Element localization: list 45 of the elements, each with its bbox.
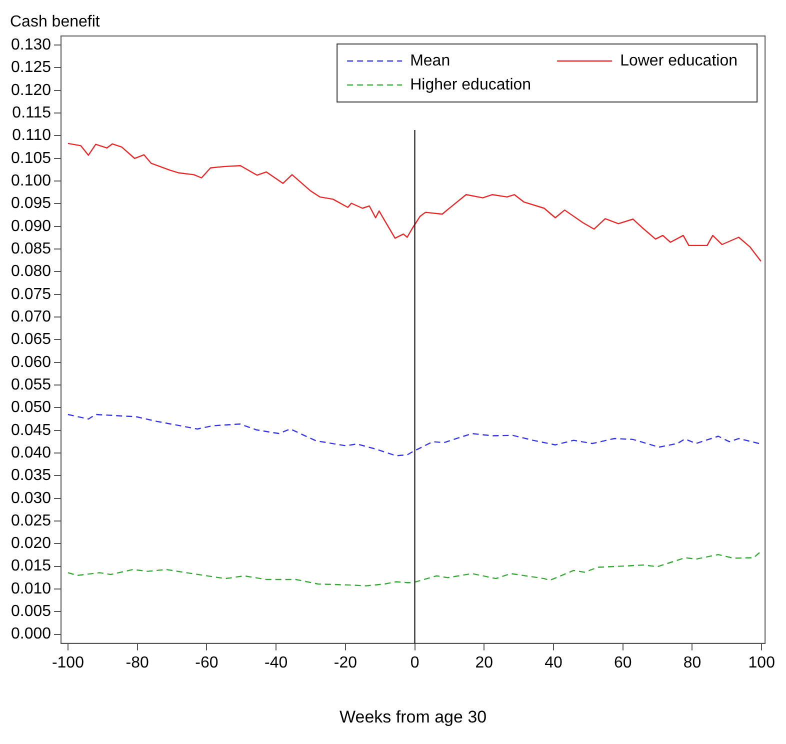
y-tick-label: 0.020 (10, 535, 52, 552)
line-series (67, 550, 762, 586)
x-tick-label: 0 (410, 654, 420, 672)
y-tick-label: 0.085 (10, 240, 52, 258)
x-axis-title: Weeks from age 30 (340, 707, 487, 726)
legend-label: Lower education (620, 52, 738, 70)
x-tick-label: 20 (475, 654, 494, 672)
y-tick-label: 0.005 (10, 603, 52, 620)
y-tick-label: 0.110 (12, 127, 52, 144)
y-tick-label: 0.060 (10, 354, 52, 371)
line-series (67, 414, 762, 456)
y-tick-label: 0.100 (10, 172, 52, 190)
y-tick-label: 0.010 (10, 580, 52, 598)
x-tick-label: 80 (683, 654, 702, 672)
y-tick-label: 0.125 (10, 59, 52, 76)
x-tick-label: -20 (334, 654, 358, 672)
y-tick-label: 0.090 (10, 218, 52, 235)
y-tick-label: 0.120 (10, 82, 52, 99)
y-tick-label: 0.070 (10, 308, 52, 326)
y-tick-label: 0.115 (12, 104, 52, 122)
y-tick-label: 0.130 (10, 36, 52, 54)
x-tick-label: -80 (126, 654, 150, 672)
y-tick-label: 0.040 (10, 444, 52, 462)
x-tick-label: 60 (614, 654, 632, 672)
y-tick-label: 0.045 (10, 422, 52, 439)
y-tick-label: 0.095 (10, 195, 52, 212)
y-tick-label: 0.015 (10, 558, 52, 575)
y-tick-label: 0.055 (10, 376, 52, 394)
y-tick-label: 0.035 (10, 467, 52, 484)
legend-label: Higher education (410, 76, 532, 94)
y-tick-label: 0.000 (10, 626, 52, 643)
y-axis-title: Cash benefit (10, 13, 100, 30)
y-tick-label: 0.105 (10, 150, 52, 167)
y-tick-label: 0.050 (10, 399, 52, 416)
y-tick-label: 0.080 (10, 263, 52, 280)
y-tick-label: 0.025 (10, 512, 52, 530)
y-tick-label: 0.065 (10, 331, 52, 348)
x-tick-label: -40 (264, 654, 288, 672)
x-tick-label: 100 (748, 654, 776, 672)
x-tick-label: -60 (195, 654, 218, 672)
legend-label: Mean (410, 52, 450, 70)
x-tick-label: 40 (544, 654, 563, 672)
y-tick-label: 0.030 (10, 490, 52, 507)
x-tick-label: -100 (52, 654, 84, 672)
y-tick-label: 0.075 (10, 286, 52, 303)
